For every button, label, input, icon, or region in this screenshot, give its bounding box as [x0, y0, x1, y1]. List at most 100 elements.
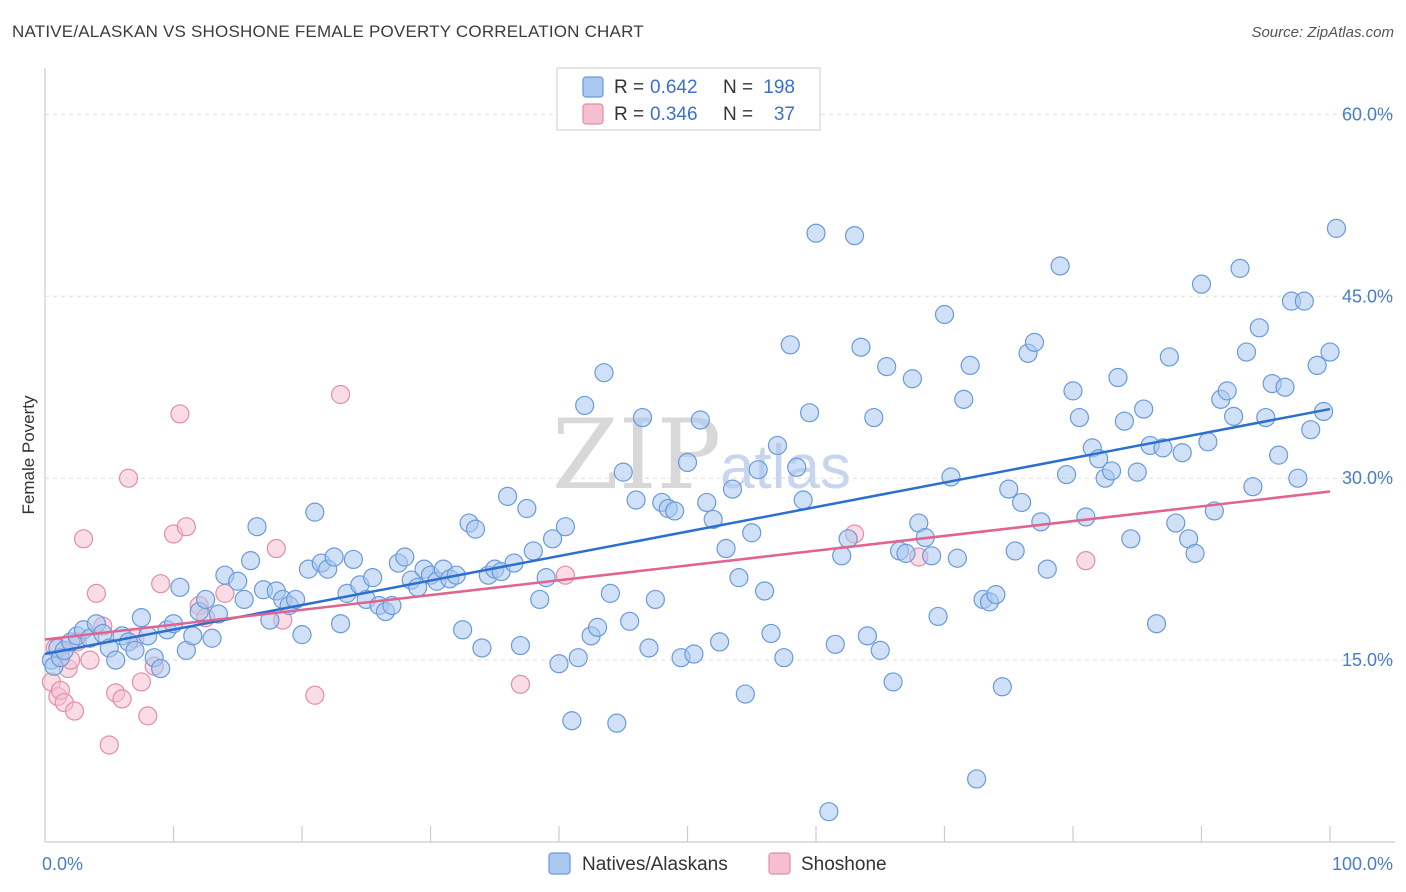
natives-point-88 [600, 583, 621, 603]
natives-point-117 [787, 457, 807, 477]
natives-point-93 [632, 407, 653, 428]
bottom-legend-natives-label: Natives/Alaskans [582, 854, 728, 875]
shoshone-point-10 [80, 650, 100, 670]
natives-point-81 [555, 517, 576, 537]
natives-point-177 [1185, 543, 1205, 563]
shoshone-point-16 [118, 468, 139, 488]
natives-point-30 [228, 571, 248, 591]
natives-point-22 [170, 577, 190, 597]
natives-point-154 [1031, 512, 1051, 532]
natives-point-142 [954, 389, 974, 409]
natives-point-78 [536, 568, 556, 588]
natives-point-89 [607, 713, 627, 733]
natives-point-168 [1127, 462, 1147, 482]
natives-point-173 [1159, 347, 1179, 367]
natives-point-144 [967, 769, 987, 789]
natives-point-128 [864, 407, 884, 428]
natives-point-87 [594, 363, 614, 383]
natives-point-160 [1076, 507, 1096, 527]
natives-point-39 [285, 589, 306, 610]
natives-point-86 [587, 617, 608, 637]
natives-point-108 [729, 568, 749, 588]
bottom-legend: Natives/Alaskans Shoshone [548, 852, 887, 875]
natives-point-120 [806, 223, 826, 243]
shoshone-point-9 [73, 529, 94, 549]
natives-point-119 [799, 403, 820, 423]
natives-point-77 [530, 589, 550, 610]
natives-point-153 [1024, 332, 1045, 352]
shoshone-point-11 [86, 583, 107, 603]
natives-point-134 [902, 369, 922, 389]
natives-point-167 [1121, 529, 1141, 549]
natives-point-158 [1063, 381, 1083, 401]
natives-point-178 [1191, 274, 1212, 294]
natives-point-130 [877, 357, 897, 377]
natives-point-24 [183, 626, 203, 646]
shoshone-point-13 [99, 735, 119, 755]
natives-point-118 [793, 490, 813, 510]
natives-point-103 [697, 492, 717, 513]
natives-point-182 [1217, 381, 1237, 401]
natives-point-190 [1268, 445, 1289, 465]
y-tick-label-3: 60.0% [1342, 104, 1393, 124]
natives-point-40 [292, 625, 312, 645]
natives-point-92 [626, 490, 646, 510]
natives-point-91 [620, 611, 640, 631]
x-tick-label-1: 100.0% [1332, 854, 1393, 874]
natives-point-196 [1307, 355, 1327, 376]
chart-title: NATIVE/ALASKAN VS SHOSHONE FEMALE POVERT… [12, 22, 644, 41]
natives-point-199 [1326, 218, 1347, 238]
shoshone-point-30 [305, 685, 325, 705]
natives-point-127 [857, 626, 878, 646]
natives-point-143 [960, 355, 980, 376]
natives-point-32 [241, 551, 261, 571]
natives-point-33 [247, 517, 267, 537]
legend-shoshone-r-value: 0.346 [650, 104, 698, 125]
natives-point-107 [722, 479, 743, 499]
natives-point-195 [1301, 420, 1321, 440]
natives-point-74 [510, 635, 531, 656]
natives-point-164 [1101, 461, 1122, 481]
natives-point-115 [774, 648, 794, 668]
trend-lines [44, 407, 1331, 656]
natives-point-94 [639, 638, 659, 658]
shoshone-point-32 [510, 674, 531, 694]
natives-point-95 [645, 589, 665, 610]
top-legend: R = 0.642 N = 198 R = 0.346 N = 37 [556, 67, 821, 131]
x-tick-label-0: 0.0% [42, 854, 83, 874]
shoshone-point-19 [138, 706, 158, 726]
legend-shoshone-n-label: N = [723, 104, 753, 125]
natives-point-26 [196, 589, 216, 610]
natives-point-68 [472, 638, 492, 658]
natives-point-16 [131, 608, 151, 628]
legend-natives-n-label: N = [723, 77, 753, 98]
shoshone-point-31 [330, 384, 351, 405]
natives-point-194 [1294, 291, 1314, 311]
shoshone-point-36 [1076, 551, 1096, 571]
natives-point-45 [324, 547, 344, 567]
natives-point-12 [106, 650, 126, 670]
natives-point-106 [716, 538, 736, 559]
natives-point-165 [1108, 367, 1128, 388]
natives-point-126 [851, 337, 871, 357]
natives-point-112 [754, 581, 775, 601]
natives-point-139 [934, 304, 955, 325]
natives-point-51 [363, 568, 383, 588]
natives-point-185 [1236, 342, 1257, 362]
shoshone-point-15 [112, 689, 132, 709]
natives-point-110 [742, 523, 762, 543]
natives-point-116 [780, 335, 800, 355]
natives-point-125 [844, 226, 865, 246]
natives-point-172 [1153, 438, 1173, 458]
grid-lines [45, 113, 1395, 661]
natives-point-169 [1134, 399, 1154, 419]
natives-point-101 [684, 644, 704, 664]
legend-shoshone-r-label: R = [614, 104, 644, 125]
legend-natives-n-value: 198 [763, 77, 795, 98]
natives-point-150 [1005, 541, 1025, 561]
natives-point-138 [928, 606, 948, 627]
legend-shoshone-swatch [582, 103, 604, 125]
natives-point-184 [1230, 258, 1250, 278]
y-tick-label-2: 45.0% [1342, 286, 1393, 306]
